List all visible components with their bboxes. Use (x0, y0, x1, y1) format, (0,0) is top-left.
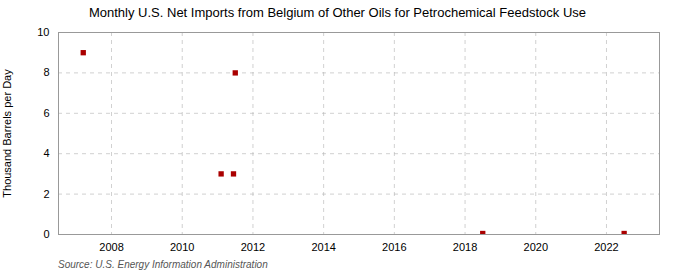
svg-text:Thousand Barrels per Day: Thousand Barrels per Day (1, 69, 13, 198)
svg-text:2008: 2008 (99, 241, 123, 253)
svg-text:6: 6 (43, 107, 49, 119)
svg-text:4: 4 (43, 147, 49, 159)
svg-text:2010: 2010 (170, 241, 194, 253)
svg-text:2014: 2014 (311, 241, 335, 253)
svg-text:10: 10 (37, 26, 49, 38)
html-text:Monthly U.S. Net Imports from: Monthly U.S. Net Imports from Belgium of… (89, 5, 586, 20)
svg-text:8: 8 (43, 66, 49, 78)
html-text:Source: U.S. Energy Informatio: Source: U.S. Energy Information Administ… (58, 259, 268, 270)
svg-text:2018: 2018 (453, 241, 477, 253)
svg-text:2020: 2020 (524, 241, 548, 253)
svg-text:2016: 2016 (382, 241, 406, 253)
svg-text:2: 2 (43, 188, 49, 200)
svg-text:2012: 2012 (241, 241, 265, 253)
svg-text:0: 0 (43, 228, 49, 240)
svg-text:2022: 2022 (594, 241, 618, 253)
